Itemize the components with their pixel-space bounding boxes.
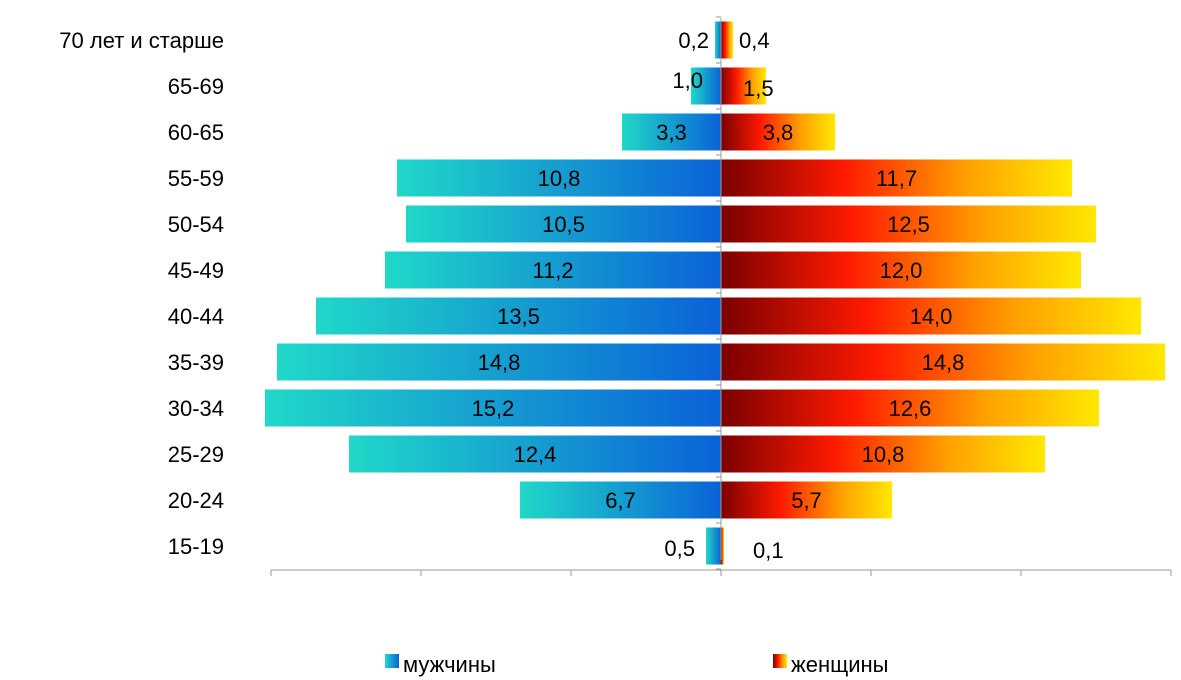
bar-male <box>349 435 721 473</box>
bar-male <box>715 21 721 59</box>
data-label-male: 6,7 <box>605 488 636 513</box>
legend-swatch <box>773 654 787 668</box>
bar-female <box>721 21 733 59</box>
data-label-female: 3,8 <box>763 120 794 145</box>
bar-male <box>691 67 721 105</box>
bar-male <box>406 205 721 243</box>
labels-layer: 70 лет и старше 0,2 0,4 65-69 1,0 1,5 60-65 3,3… <box>59 28 964 563</box>
category-label: 70 лет и старше <box>59 28 224 53</box>
bar-female <box>721 481 892 519</box>
legend-item-female: женщины <box>773 652 888 677</box>
category-label: 55-59 <box>168 166 224 191</box>
bar-female <box>721 389 1099 427</box>
bar-female <box>721 205 1096 243</box>
bar-male <box>316 297 721 335</box>
bar-female <box>721 527 724 565</box>
data-label-female: 11,7 <box>876 166 917 191</box>
bar-male <box>397 159 721 197</box>
bar-female <box>721 113 835 151</box>
data-label-female: 12,6 <box>889 396 932 421</box>
category-label: 65-69 <box>168 74 224 99</box>
bar-male <box>520 481 721 519</box>
data-label-male: 13,5 <box>497 304 540 329</box>
bar-female <box>721 343 1165 381</box>
bar-male <box>706 527 721 565</box>
category-label: 35-39 <box>168 350 224 375</box>
data-label-female: 14,8 <box>922 350 965 375</box>
data-label-male: 10,8 <box>538 166 581 191</box>
bars-layer <box>265 21 1165 565</box>
legend-item-male: мужчины <box>385 652 496 677</box>
data-label-male: 3,3 <box>656 120 687 145</box>
category-label: 50-54 <box>168 212 224 237</box>
data-label-male: 15,2 <box>472 396 515 421</box>
data-label-male: 11,2 <box>532 258 573 283</box>
data-label-male: 12,4 <box>514 442 557 467</box>
data-label-female: 5,7 <box>791 488 822 513</box>
data-label-male: 10,5 <box>542 212 585 237</box>
legend: мужчины женщины <box>385 652 888 677</box>
data-label-female: 0,1 <box>753 538 784 563</box>
category-label: 15-19 <box>168 534 224 559</box>
legend-label: женщины <box>791 652 888 677</box>
legend-label: мужчины <box>403 652 496 677</box>
bar-male <box>265 389 721 427</box>
data-label-female: 14,0 <box>910 304 953 329</box>
bar-female <box>721 159 1072 197</box>
axis-layer <box>270 16 1172 576</box>
category-label: 30-34 <box>168 396 224 421</box>
data-label-male: 0,2 <box>678 28 709 53</box>
bar-female <box>721 297 1141 335</box>
bar-female <box>721 67 766 105</box>
data-label-female: 12,0 <box>880 258 923 283</box>
data-label-female: 10,8 <box>862 442 905 467</box>
category-label: 60-65 <box>168 120 224 145</box>
data-label-male: 0,5 <box>664 536 695 561</box>
category-label: 40-44 <box>168 304 224 329</box>
bar-female <box>721 251 1081 289</box>
data-label-male: 14,8 <box>478 350 521 375</box>
data-label-female: 1,5 <box>743 76 774 101</box>
legend-swatch <box>385 654 399 668</box>
bar-male <box>385 251 721 289</box>
category-label: 20-24 <box>168 488 224 513</box>
bar-female <box>721 435 1045 473</box>
bar-male <box>277 343 721 381</box>
category-label: 45-49 <box>168 258 224 283</box>
data-label-female: 12,5 <box>887 212 930 237</box>
data-label-male: 1,0 <box>672 68 703 93</box>
data-label-female: 0,4 <box>739 28 770 53</box>
bar-male <box>622 113 721 151</box>
category-label: 25-29 <box>168 442 224 467</box>
